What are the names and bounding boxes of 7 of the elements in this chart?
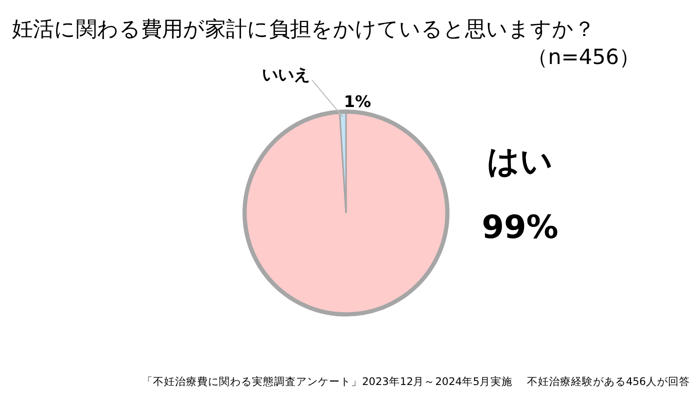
annotation: 「不妊治療費に関わる実態調査アンケート」2023年12月～2024年5月実施 不妊治療経験がある456人が回答 — [142, 376, 690, 388]
category-label: はい — [487, 142, 553, 180]
value-label: 1% — [344, 92, 372, 112]
subtitle: （n=456） — [527, 45, 640, 69]
title: 妊活に関わる費用が家計に負担をかけていると思いますか？ — [12, 17, 595, 41]
value-label: 99% — [482, 208, 558, 246]
category-label: いいえ — [262, 65, 310, 84]
